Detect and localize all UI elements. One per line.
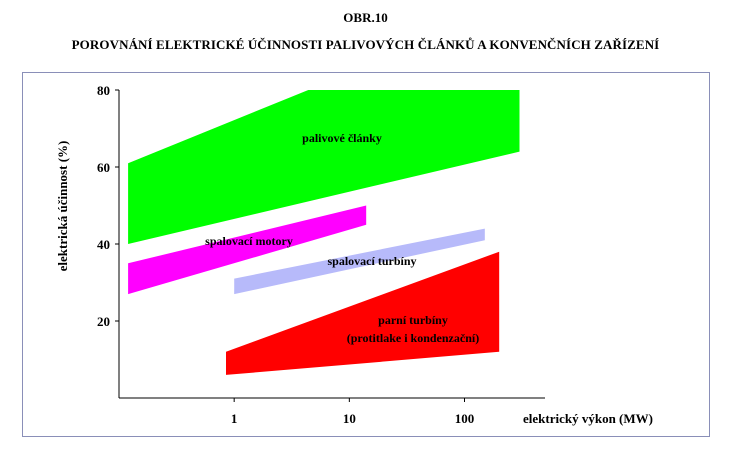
x-tick-label-2: 100 — [455, 411, 475, 426]
figure-label: OBR.10 — [343, 10, 388, 25]
chart-frame — [22, 72, 710, 437]
x-axis-label: elektrický výkon (MW) — [523, 411, 653, 426]
region-2 — [234, 228, 485, 295]
y-tick-label-1: 40 — [97, 237, 110, 252]
region-0 — [128, 90, 520, 244]
chart-title: POROVNÁNÍ ELEKTRICKÉ ÚČINNOSTI PALIVOVÝC… — [71, 37, 660, 52]
region-label-3-line2: (protitlake i kondenzační) — [347, 331, 479, 345]
x-tick-label-1: 10 — [343, 411, 356, 426]
y-tick-label-2: 60 — [97, 160, 110, 175]
region-3 — [226, 251, 500, 375]
region-label-1: spalovací motory — [205, 234, 293, 248]
y-tick-label-3: 80 — [97, 83, 110, 98]
region-layer — [128, 90, 520, 375]
tick-layer: 20 40 60 80 1 10 100 — [97, 83, 474, 426]
x-tick-label-0: 1 — [231, 411, 238, 426]
region-label-2: spalovací turbíny — [327, 254, 416, 268]
region-label-layer: palivové články spalovací motory spalovací… — [205, 131, 479, 345]
y-tick-label-0: 20 — [97, 314, 110, 329]
region-label-0: palivové články — [302, 131, 382, 145]
region-1 — [128, 205, 367, 295]
region-label-3: parní turbíny — [378, 313, 448, 327]
y-axis-label: elektrická účinnost (%) — [55, 141, 70, 272]
